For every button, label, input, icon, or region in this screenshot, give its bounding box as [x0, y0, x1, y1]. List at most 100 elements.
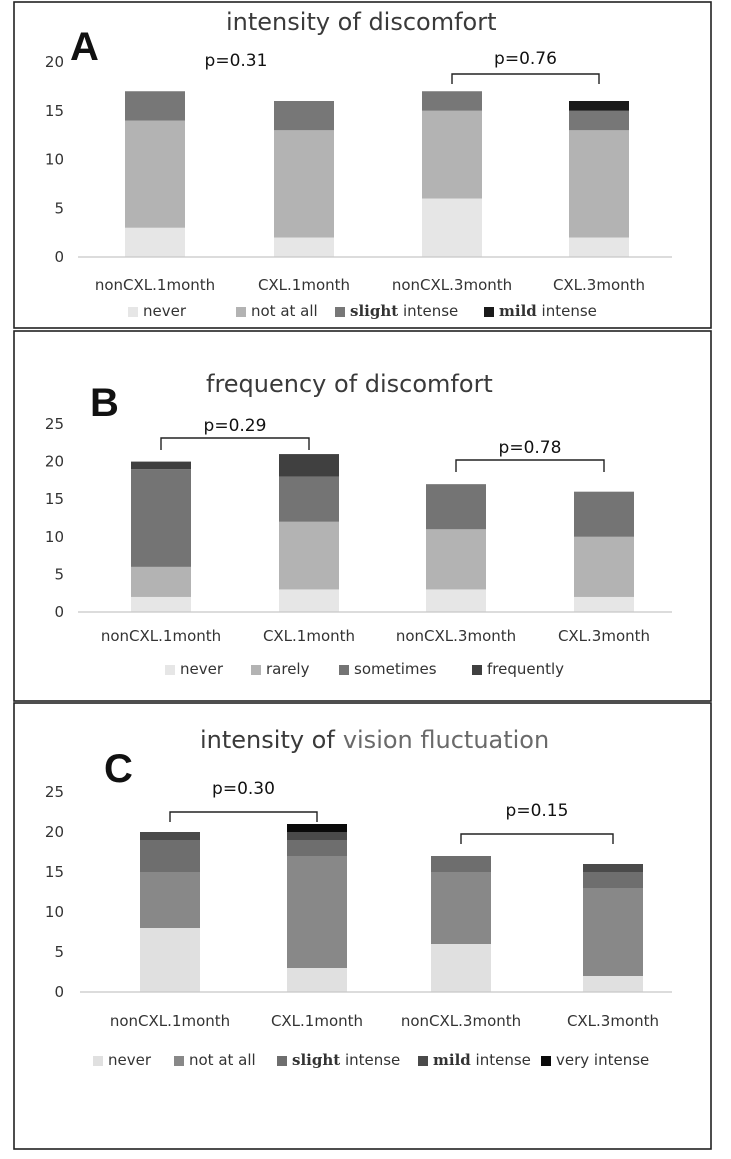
- legend: never not at all slight intense mild intens…: [93, 1051, 649, 1069]
- bar-segment-sometimes: [131, 469, 191, 567]
- bar-segment-mild-intense: [287, 832, 347, 840]
- panel-a: intensity of discomfort A 0 5 10 15 20 nonCXL.1…: [13, 1, 712, 329]
- legend-entry: never: [143, 302, 187, 320]
- chart-title: intensity of discomfort: [226, 8, 497, 36]
- y-tick-label: 25: [45, 415, 64, 433]
- legend-entry: never: [180, 660, 224, 678]
- bar-segment-never: [569, 237, 629, 257]
- x-category-label: nonCXL.3month: [392, 276, 512, 294]
- legend-entry-rest: intense: [537, 302, 597, 320]
- bar-segment-never: [426, 589, 486, 612]
- y-tick-label: 5: [54, 943, 64, 961]
- bar-segment-not-at-all: [431, 872, 491, 944]
- y-tick-label: 20: [45, 53, 64, 71]
- legend-entry-rest: intense: [471, 1051, 531, 1069]
- y-tick-label: 25: [45, 783, 64, 801]
- y-tick-label: 20: [45, 823, 64, 841]
- legend: never not at all slight intense mild intens…: [128, 302, 597, 320]
- y-tick-label: 15: [45, 490, 64, 508]
- legend-entry: mild intense: [499, 302, 597, 320]
- x-category-label: CXL.1month: [263, 627, 355, 645]
- bar-segment-slight-intense: [431, 856, 491, 872]
- y-tick-label: 10: [45, 528, 64, 546]
- y-tick-label: 5: [54, 199, 64, 217]
- y-tick-label: 15: [45, 102, 64, 120]
- p-value-label: p=0.31: [205, 51, 268, 71]
- panel-letter: C: [104, 747, 133, 791]
- bar-segment-rarely: [426, 529, 486, 590]
- bar-segment-never: [422, 198, 482, 257]
- legend-entry: not at all: [251, 302, 318, 320]
- x-category-label: CXL.1month: [271, 1012, 363, 1030]
- x-category-label: nonCXL.3month: [401, 1012, 521, 1030]
- bar-segment-never: [574, 596, 634, 612]
- bar-segment-slight-intense: [140, 840, 200, 872]
- legend-swatch: [93, 1056, 103, 1066]
- y-tick-label: 20: [45, 453, 64, 471]
- y-tick-label: 10: [45, 151, 64, 169]
- legend-entry: not at all: [189, 1051, 256, 1069]
- legend-entry-bold: mild: [433, 1051, 471, 1069]
- significance-bracket: [451, 73, 600, 84]
- legend-entry-rest: intense: [398, 302, 458, 320]
- bar-segment-never: [131, 596, 191, 612]
- bar-segment-slight-intense: [287, 840, 347, 856]
- bar-segment-mild-intense: [583, 864, 643, 872]
- bar-segment-not-at-all: [569, 130, 629, 238]
- panel-letter: A: [70, 25, 99, 69]
- bar-segment-frequently: [131, 461, 191, 470]
- bar-segment-never: [279, 589, 339, 612]
- y-tick-label: 0: [54, 603, 64, 621]
- bar-segment-sometimes: [574, 491, 634, 537]
- legend-swatch: [128, 307, 138, 317]
- bar-segment-never: [583, 976, 643, 992]
- chart-title-suffix: vision fluctuation: [343, 726, 549, 754]
- legend-swatch: [339, 665, 349, 675]
- legend-entry: slight intense: [350, 302, 458, 320]
- bar-segment-never: [125, 227, 185, 257]
- y-tick-label: 5: [54, 565, 64, 583]
- x-category-label: nonCXL.3month: [396, 627, 516, 645]
- bar-segment-never: [287, 968, 347, 992]
- legend-entry: mild intense: [433, 1051, 531, 1069]
- legend-entry: frequently: [487, 660, 564, 678]
- bar-segment-slight-intense: [274, 101, 334, 131]
- legend-swatch: [236, 307, 246, 317]
- bar-segment-not-at-all: [125, 120, 185, 228]
- y-tick-label: 0: [54, 248, 64, 266]
- legend-entry-bold: mild: [499, 302, 537, 320]
- bar-segment-mild-intense: [569, 101, 629, 111]
- legend-swatch: [472, 665, 482, 675]
- legend-swatch: [174, 1056, 184, 1066]
- bar-segment-sometimes: [279, 476, 339, 522]
- bar-segment-very-intense: [287, 824, 347, 832]
- bar-segment-not-at-all: [287, 856, 347, 968]
- x-category-label: CXL.1month: [258, 276, 350, 294]
- p-value-label: p=0.78: [499, 438, 562, 458]
- significance-bracket: [160, 437, 310, 450]
- legend-entry: sometimes: [354, 660, 437, 678]
- chart-title: intensity of vision fluctuation: [200, 726, 549, 754]
- bar-segment-rarely: [131, 566, 191, 597]
- chart-title: frequency of discomfort: [206, 370, 493, 398]
- bar-segment-slight-intense: [583, 872, 643, 888]
- bar-segment-not-at-all: [583, 888, 643, 976]
- bar-segment-not-at-all: [422, 110, 482, 199]
- p-value-label: p=0.15: [506, 801, 569, 821]
- legend-swatch: [484, 307, 494, 317]
- x-category-label: nonCXL.1month: [95, 276, 215, 294]
- legend-entry: rarely: [266, 660, 310, 678]
- bar-segment-slight-intense: [422, 91, 482, 111]
- legend-entry: slight intense: [292, 1051, 400, 1069]
- panel-b: frequency of discomfort B 0 5 10 15 20 25 nonCXL…: [13, 330, 712, 702]
- significance-bracket: [169, 811, 318, 822]
- p-value-label: p=0.76: [494, 49, 557, 69]
- significance-bracket: [455, 459, 605, 472]
- legend-entry: very intense: [556, 1051, 649, 1069]
- p-value-label: p=0.30: [212, 779, 275, 799]
- legend-entry-bold: slight: [292, 1051, 340, 1069]
- legend-swatch: [335, 307, 345, 317]
- legend-swatch: [277, 1056, 287, 1066]
- x-category-label: CXL.3month: [553, 276, 645, 294]
